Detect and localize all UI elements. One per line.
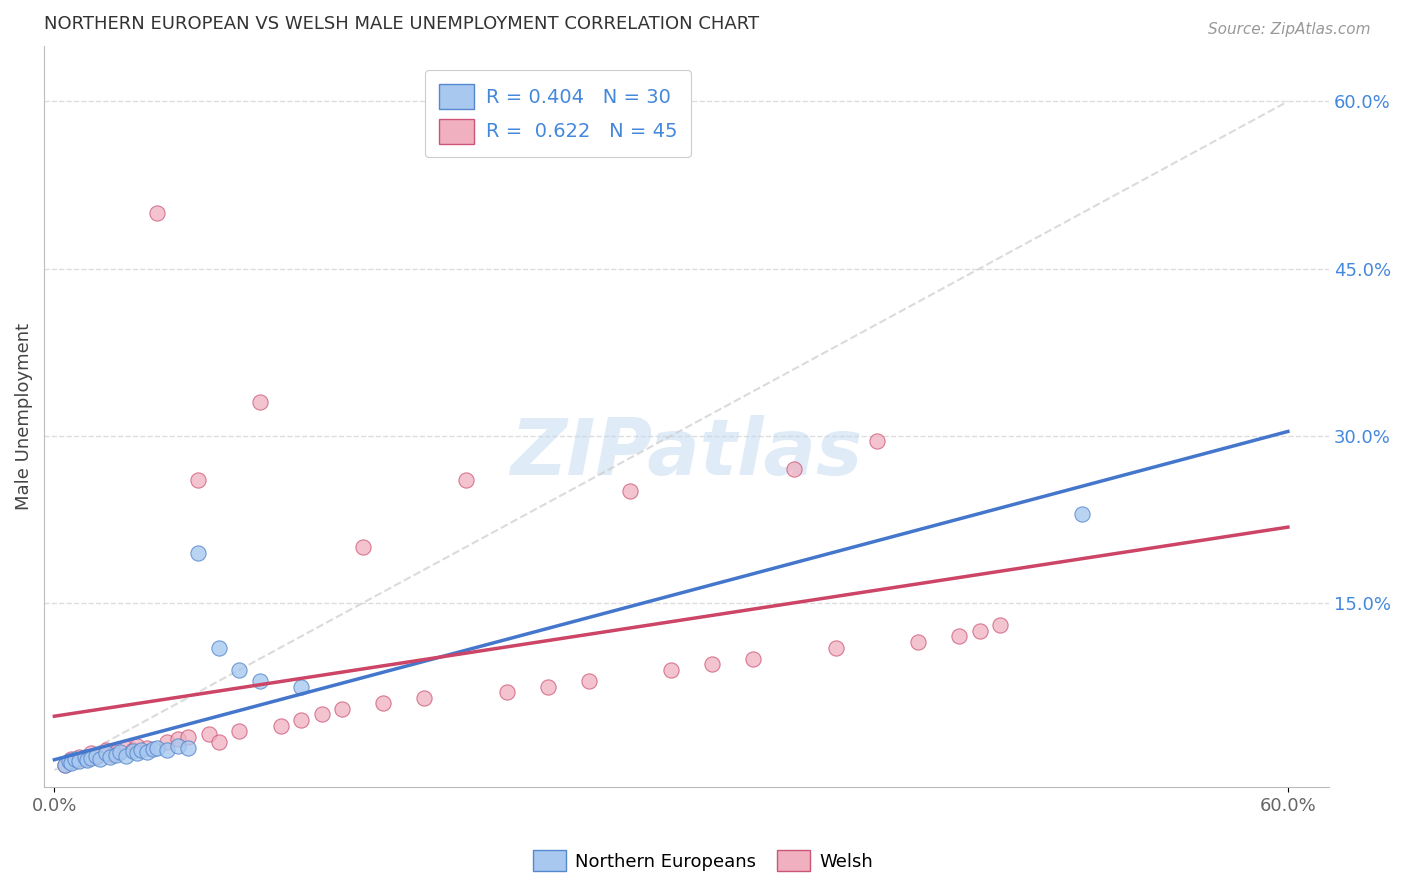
Y-axis label: Male Unemployment: Male Unemployment bbox=[15, 323, 32, 510]
Point bbox=[228, 663, 250, 677]
Point bbox=[84, 749, 107, 764]
Point bbox=[63, 752, 86, 766]
Point bbox=[578, 673, 600, 688]
Point bbox=[75, 749, 97, 764]
Point bbox=[988, 618, 1011, 632]
Point bbox=[866, 434, 889, 449]
Legend: Northern Europeans, Welsh: Northern Europeans, Welsh bbox=[526, 843, 880, 879]
Point bbox=[125, 739, 148, 753]
Point bbox=[270, 718, 292, 732]
Point bbox=[67, 754, 90, 768]
Point bbox=[53, 757, 76, 772]
Point bbox=[135, 745, 157, 759]
Point bbox=[208, 735, 231, 749]
Point bbox=[969, 624, 991, 638]
Point bbox=[53, 757, 76, 772]
Point bbox=[290, 713, 312, 727]
Point bbox=[67, 749, 90, 764]
Point bbox=[413, 690, 436, 705]
Point bbox=[142, 742, 165, 756]
Point bbox=[94, 747, 117, 761]
Point bbox=[156, 735, 179, 749]
Point bbox=[1071, 507, 1094, 521]
Point bbox=[824, 640, 846, 655]
Point bbox=[187, 546, 209, 560]
Point bbox=[80, 751, 103, 765]
Point bbox=[783, 462, 806, 476]
Point bbox=[249, 395, 271, 409]
Point bbox=[197, 727, 219, 741]
Point bbox=[98, 749, 121, 764]
Point bbox=[58, 754, 80, 768]
Point bbox=[125, 747, 148, 761]
Point bbox=[352, 540, 374, 554]
Point bbox=[121, 743, 143, 757]
Text: Source: ZipAtlas.com: Source: ZipAtlas.com bbox=[1208, 22, 1371, 37]
Point bbox=[135, 740, 157, 755]
Point bbox=[115, 748, 138, 763]
Point bbox=[105, 745, 128, 759]
Text: NORTHERN EUROPEAN VS WELSH MALE UNEMPLOYMENT CORRELATION CHART: NORTHERN EUROPEAN VS WELSH MALE UNEMPLOY… bbox=[44, 15, 759, 33]
Point bbox=[59, 756, 82, 771]
Point bbox=[454, 473, 477, 487]
Legend: R = 0.404   N = 30, R =  0.622   N = 45: R = 0.404 N = 30, R = 0.622 N = 45 bbox=[426, 70, 690, 157]
Point bbox=[105, 747, 128, 762]
Point bbox=[84, 748, 107, 763]
Point bbox=[187, 473, 209, 487]
Point bbox=[702, 657, 724, 672]
Point bbox=[101, 747, 124, 762]
Point bbox=[63, 754, 86, 768]
Point bbox=[907, 635, 929, 649]
Point bbox=[115, 740, 138, 755]
Point bbox=[619, 484, 641, 499]
Point bbox=[156, 743, 179, 757]
Point bbox=[80, 747, 103, 761]
Point bbox=[121, 744, 143, 758]
Text: ZIPatlas: ZIPatlas bbox=[510, 416, 863, 491]
Point bbox=[59, 752, 82, 766]
Point bbox=[76, 753, 98, 767]
Point bbox=[659, 663, 682, 677]
Point bbox=[177, 740, 200, 755]
Point bbox=[166, 739, 188, 753]
Point bbox=[94, 743, 117, 757]
Point bbox=[208, 640, 231, 655]
Point bbox=[108, 745, 131, 759]
Point bbox=[742, 651, 765, 665]
Point bbox=[89, 752, 111, 766]
Point bbox=[166, 731, 188, 746]
Point bbox=[146, 206, 169, 220]
Point bbox=[330, 702, 353, 716]
Point bbox=[495, 685, 517, 699]
Point bbox=[290, 680, 312, 694]
Point bbox=[373, 696, 395, 710]
Point bbox=[177, 730, 200, 744]
Point bbox=[311, 707, 333, 722]
Point bbox=[75, 752, 97, 766]
Point bbox=[249, 673, 271, 688]
Point bbox=[129, 743, 152, 757]
Point bbox=[146, 740, 169, 755]
Point bbox=[948, 629, 970, 643]
Point bbox=[537, 680, 560, 694]
Point bbox=[228, 724, 250, 739]
